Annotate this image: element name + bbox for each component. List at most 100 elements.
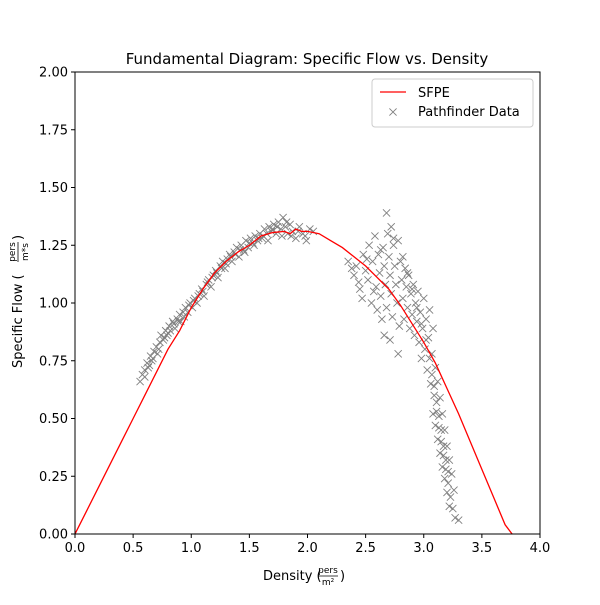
pathfinder-data-point <box>279 213 288 222</box>
pathfinder-data-point <box>417 319 426 328</box>
pathfinder-data-point <box>440 426 449 434</box>
pathfinder-data-point <box>380 262 389 270</box>
pathfinder-data-point <box>432 407 441 416</box>
pathfinder-data-point <box>451 513 460 522</box>
pathfinder-data-point <box>448 504 457 513</box>
pathfinder-data-point <box>382 303 391 312</box>
pathfinder-data-point <box>358 294 367 303</box>
pathfinder-data-point <box>400 315 408 324</box>
pathfinder-data-point <box>402 282 411 291</box>
pathfinder-data-point <box>450 486 458 495</box>
pathfinder-data-point <box>381 280 390 289</box>
y-axis-label-denominator: m*s <box>21 243 31 261</box>
pathfinder-data-point <box>377 315 386 324</box>
pathfinder-data-point <box>241 236 250 245</box>
pathfinder-data-point <box>371 232 379 240</box>
y-tick-label: 0.25 <box>39 470 68 485</box>
y-tick-label: 1.50 <box>39 181 68 196</box>
legend-sfpe-label: SFPE <box>418 86 450 101</box>
pathfinder-data-point <box>291 234 300 243</box>
pathfinder-data-point <box>369 287 378 296</box>
pathfinder-data-point <box>397 275 406 284</box>
pathfinder-data-point <box>430 391 439 400</box>
pathfinder-data-point <box>427 370 436 379</box>
pathfinder-data-point <box>174 317 183 326</box>
pathfinder-data-point <box>264 236 272 245</box>
plot-area <box>75 208 513 534</box>
legend-pathfinder-label: Pathfinder Data <box>418 105 520 120</box>
pathfinder-data-point <box>344 257 353 266</box>
pathfinder-data-point <box>282 218 291 227</box>
pathfinder-data-point <box>439 451 448 460</box>
y-tick-label: 0.50 <box>39 412 68 427</box>
pathfinder-data-point <box>223 255 232 264</box>
x-tick-label: 0.0 <box>65 541 86 556</box>
pathfinder-data-point <box>440 474 449 483</box>
y-tick-label: 0.00 <box>39 528 68 543</box>
pathfinder-data-point <box>383 229 392 238</box>
x-axis-label: Density ( pers m² ) <box>263 566 345 588</box>
x-tick-label: 1.0 <box>181 541 202 556</box>
pathfinder-data-point <box>441 456 450 464</box>
pathfinder-data-point <box>354 278 363 287</box>
pathfinder-data-point <box>438 463 447 471</box>
plot-frame <box>74 71 541 535</box>
pathfinder-data-point <box>154 345 163 354</box>
pathfinder-data-point <box>408 285 417 294</box>
pathfinder-data-point <box>147 356 156 365</box>
pathfinder-data-point <box>218 257 227 266</box>
pathfinder-data-point <box>273 222 282 231</box>
pathfinder-data-point <box>388 312 397 321</box>
pathfinder-data-point <box>168 317 177 326</box>
y-tick-label: 1.75 <box>39 123 68 138</box>
pathfinder-data-point <box>454 516 463 525</box>
pathfinder-data-point <box>393 299 401 307</box>
pathfinder-data-point <box>145 361 154 370</box>
y-axis-label-suffix: ) <box>11 235 26 240</box>
pathfinder-data-point <box>429 409 437 418</box>
pathfinder-data-point <box>200 292 208 300</box>
pathfinder-data-point <box>365 241 374 250</box>
sfpe-line <box>75 228 513 534</box>
pathfinder-data-point <box>246 234 255 243</box>
x-tick-label: 4.0 <box>530 541 551 556</box>
pathfinder-data-point <box>367 299 376 307</box>
x-tick-label: 3.5 <box>472 541 493 556</box>
pathfinder-data-point <box>405 324 414 333</box>
pathfinder-data-point <box>432 398 441 407</box>
y-axis: 0.00 0.25 0.50 0.75 1.00 1.25 1.50 1.75 2.00 <box>39 66 75 543</box>
pathfinder-data-point <box>175 310 184 319</box>
pathfinder-data-point <box>431 363 440 372</box>
pathfinder-data-point <box>169 319 178 328</box>
y-tick-label: 0.75 <box>39 354 68 369</box>
pathfinder-data-point <box>384 252 393 261</box>
y-tick-label: 1.25 <box>39 239 68 254</box>
pathfinder-data-point <box>221 264 229 273</box>
pathfinder-data-point <box>382 208 391 217</box>
pathfinder-data-point <box>150 347 158 356</box>
x-axis-label-prefix: Density ( <box>263 569 322 584</box>
pathfinder-data-point <box>375 269 384 277</box>
pathfinder-data-point <box>390 262 399 270</box>
pathfinder-data-point <box>396 257 405 266</box>
pathfinder-data-point <box>430 382 439 391</box>
pathfinder-data-point <box>436 393 444 402</box>
pathfinder-data-point <box>418 324 427 333</box>
pathfinder-data-point <box>173 315 182 324</box>
legend-pathfinder-marker-sample <box>389 108 397 116</box>
y-tick-label: 1.00 <box>39 297 68 312</box>
pathfinder-data-point <box>445 502 454 511</box>
pathfinder-data-point <box>347 264 356 273</box>
pathfinder-data-point <box>436 449 444 458</box>
pathfinder-data-point <box>389 234 398 243</box>
pathfinder-data-point <box>159 336 168 344</box>
pathfinder-data-point <box>398 294 407 303</box>
x-axis-label-numerator: pers <box>318 566 338 576</box>
pathfinder-data-point <box>433 435 442 444</box>
pathfinder-data-point <box>376 292 385 300</box>
pathfinder-data-point <box>398 252 407 261</box>
pathfinder-data-point <box>269 220 278 229</box>
pathfinder-data-point <box>444 479 453 488</box>
